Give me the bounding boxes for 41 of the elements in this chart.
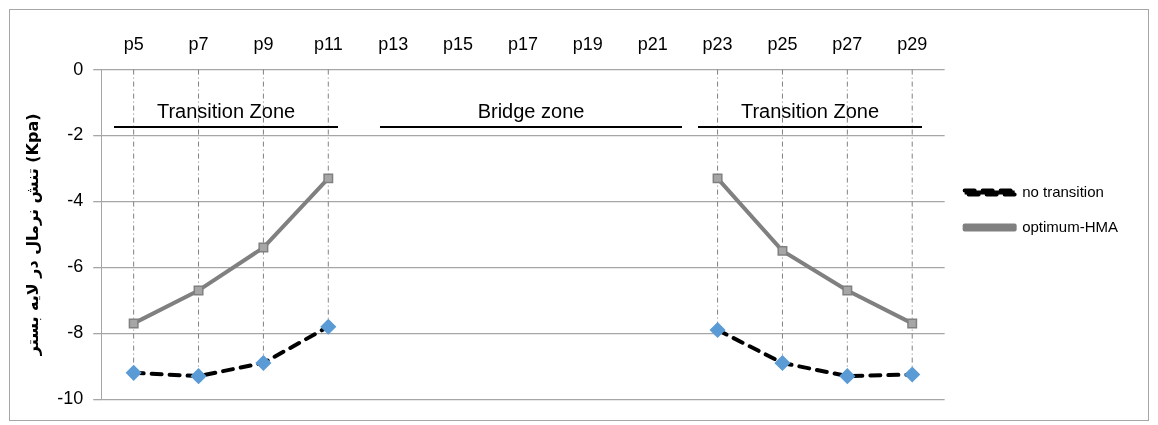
point: [255, 355, 272, 371]
point: [907, 318, 918, 329]
y-tick-label: 0: [73, 58, 84, 79]
y-tick-label: -8: [67, 322, 84, 343]
x-tick-label: p5: [123, 33, 144, 54]
x-tick-label: p9: [253, 33, 274, 54]
point: [709, 322, 726, 338]
annotation: Transition Zone: [156, 99, 297, 124]
point: [904, 366, 920, 383]
annotation: Transition Zone: [739, 99, 881, 124]
y-tick-label: -6: [67, 256, 84, 277]
point: [125, 365, 142, 381]
legend-label: optimum-HMA: [1022, 217, 1119, 235]
point: [774, 355, 791, 371]
y-tick-label: -10: [57, 388, 84, 409]
annotation: Bridge zone: [476, 99, 586, 124]
point: [128, 318, 139, 329]
point: [777, 245, 788, 256]
legend-label: no transition: [1022, 182, 1104, 200]
point: [190, 368, 207, 384]
point: [839, 368, 856, 384]
point: [323, 173, 334, 184]
x-tick-label: p21: [637, 33, 668, 54]
x-tick-label: p11: [313, 33, 343, 54]
x-tick-label: p17: [507, 33, 538, 54]
x-tick-label: p15: [443, 33, 474, 54]
point: [193, 285, 204, 296]
point: [712, 173, 723, 184]
x-tick-label: p7: [188, 33, 209, 54]
point: [258, 242, 269, 253]
x-tick-label: p19: [572, 33, 603, 54]
y-tick-label: -2: [67, 124, 84, 145]
y-tick-label: -4: [67, 190, 84, 211]
x-tick-label: p29: [897, 33, 928, 54]
x-tick-label: p23: [702, 33, 733, 54]
x-tick-label: p13: [378, 33, 409, 54]
point: [842, 285, 853, 296]
y-axis-title: تنش نرمال در لایه بستر (Kpa): [22, 113, 42, 357]
x-tick-label: p25: [767, 33, 798, 54]
point: [320, 318, 337, 335]
x-tick-label: p27: [832, 33, 863, 54]
